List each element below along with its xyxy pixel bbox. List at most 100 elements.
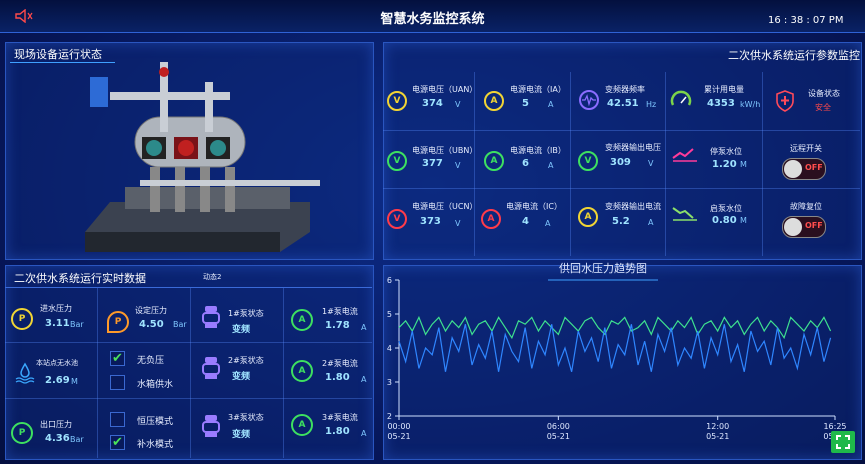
path — [776, 90, 794, 112]
vl: 3.11 — [45, 318, 70, 329]
tspan: 05-21 — [547, 432, 570, 441]
path — [836, 435, 850, 449]
lb: 累计用电量 — [704, 85, 744, 94]
ic: A — [291, 360, 313, 382]
rect — [205, 306, 217, 312]
circle — [159, 67, 169, 77]
vl: 1.80 — [325, 426, 350, 437]
toggle[interactable]: OFF — [782, 158, 826, 180]
ptitle: 现场设备运行状态 — [14, 48, 102, 61]
rect — [160, 62, 168, 132]
box[interactable] — [110, 412, 125, 427]
y-tick-label: 5 — [387, 310, 392, 319]
clock: 16 : 38 : 07 PM — [768, 15, 844, 26]
lb: 3#泵状态 — [228, 413, 264, 422]
un: A — [361, 429, 367, 438]
y-tick-label: 3 — [387, 378, 392, 387]
trend-icon — [672, 148, 697, 162]
lb: 1#泵电流 — [322, 307, 358, 316]
tspan: 12:00 — [706, 422, 729, 431]
tspan: 16:25 — [823, 422, 846, 431]
un: V — [455, 161, 461, 170]
lb: 无负压 — [137, 356, 165, 366]
vl: 373 — [420, 216, 441, 227]
path — [582, 94, 596, 107]
ic: V — [387, 209, 407, 229]
un: A — [548, 100, 554, 109]
vl: 6 — [522, 158, 529, 169]
un: A — [361, 323, 367, 332]
chart-title: 供回水压力趋势图 — [559, 261, 647, 275]
hl — [383, 130, 860, 131]
lb: 启泵水位 — [710, 204, 742, 213]
vl: 377 — [422, 158, 443, 169]
ic: A — [578, 207, 598, 227]
circle — [210, 140, 226, 156]
lb: 安全 — [815, 103, 831, 112]
rect — [205, 415, 217, 421]
knob — [784, 218, 802, 236]
vl: 1.78 — [325, 320, 350, 331]
shield-icon — [776, 90, 794, 112]
un: M — [71, 377, 78, 386]
lb: 变频器输出电压 — [605, 143, 661, 152]
circle — [579, 90, 599, 110]
lb: 设定压力 — [135, 306, 167, 315]
gauge-icon — [670, 90, 692, 106]
panel — [383, 265, 862, 460]
rect — [175, 167, 185, 212]
ic: P — [11, 422, 33, 444]
vl: 5 — [522, 98, 529, 109]
rect — [205, 433, 217, 437]
vl: 1.80 — [325, 372, 350, 383]
vline — [474, 72, 475, 256]
equipment-image — [85, 62, 320, 252]
rect — [202, 312, 220, 324]
box[interactable]: ✔ — [110, 435, 125, 450]
toggle[interactable]: OFF — [782, 216, 826, 238]
path — [680, 96, 687, 104]
vline — [190, 288, 191, 458]
vl: 1.20 — [712, 159, 737, 170]
vl: 变频 — [232, 325, 251, 335]
vl: 374 — [422, 98, 443, 109]
lb: 电源电流（IA） — [510, 85, 566, 94]
tspan: 06:00 — [547, 422, 570, 431]
expand-button[interactable] — [831, 431, 855, 453]
box[interactable] — [110, 375, 125, 390]
path — [672, 148, 694, 159]
lb: 水箱供水 — [137, 380, 174, 390]
un: Hz — [646, 100, 657, 109]
tspan: 05-21 — [387, 432, 410, 441]
lb: 本站点无水池 — [36, 359, 78, 367]
offt: OFF — [805, 221, 823, 230]
un: V — [455, 219, 461, 228]
vl: 309 — [610, 157, 631, 168]
lb: 设备状态 — [808, 89, 840, 98]
x-tick-label: 06:00 05-21 — [547, 422, 570, 441]
vl: 4.36 — [45, 433, 70, 444]
un: A — [545, 219, 551, 228]
un: Bar — [173, 320, 187, 329]
un: kW/h — [740, 100, 761, 109]
path — [27, 12, 33, 20]
ic: A — [481, 209, 501, 229]
x-tick-label: 12:00 05-21 — [706, 422, 729, 441]
vline — [762, 72, 763, 256]
box[interactable]: ✔ — [110, 351, 125, 366]
lb: 进水压力 — [40, 304, 72, 313]
lb: 电源电流（IB） — [510, 146, 566, 155]
hl — [5, 287, 372, 288]
rect — [205, 357, 217, 363]
lb: 电源电压（UBN） — [412, 146, 478, 155]
tspan: 00:00 — [387, 422, 410, 431]
rect — [205, 324, 217, 328]
rect — [225, 167, 235, 212]
lb: 故障复位 — [790, 202, 822, 211]
rect — [205, 82, 213, 132]
path — [670, 90, 692, 106]
pump-icon — [202, 415, 220, 437]
ic: V — [387, 151, 407, 171]
